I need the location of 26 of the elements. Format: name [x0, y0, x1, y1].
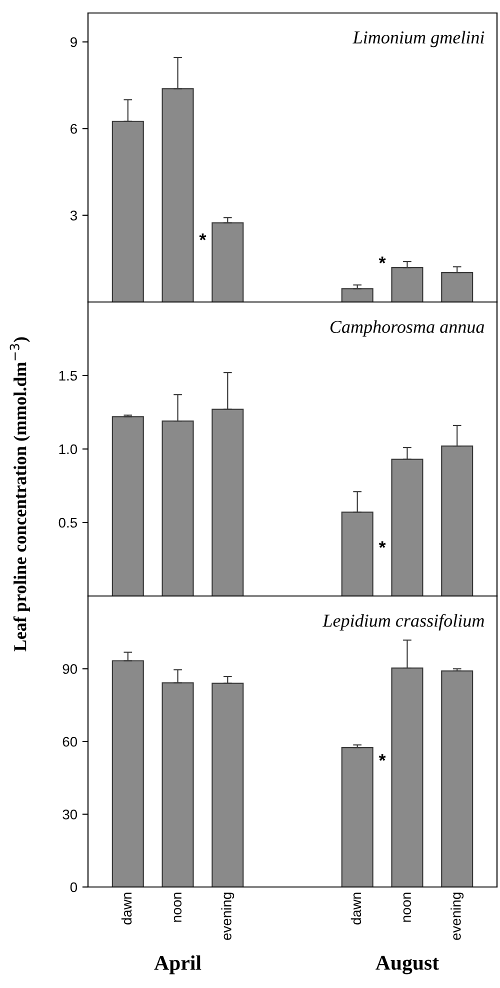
y-tick-label: 30 [62, 810, 78, 820]
text: Limonium gmelini [352, 30, 484, 48]
x-tick-label: evening [221, 892, 234, 940]
x-tick-label: dawn [350, 892, 362, 924]
y-tick-label: 0.5 [58, 518, 78, 528]
y-tick-label: 90 [62, 664, 78, 674]
annotation: * [378, 754, 386, 761]
x-tick-label: noon [403, 892, 411, 922]
text: Lepidium crassifolium [322, 614, 484, 630]
text: August [376, 956, 439, 974]
x-tick-label: noon [174, 892, 182, 922]
x-tick-label: dawn [121, 892, 132, 924]
y-tick-label: 1.0 [59, 444, 78, 454]
text: Camphorosma annua [330, 320, 484, 337]
annotation: * [378, 256, 386, 264]
y-tick-label: 9 [70, 37, 77, 48]
annotation: * [199, 234, 206, 240]
annotation: * [378, 541, 386, 548]
x-tick-label: evening [450, 892, 464, 940]
text: April [154, 955, 202, 974]
y-axis-title: Leaf proline concentration (mmol.dm$^{−3}$) [10, 337, 30, 652]
y-tick-label: 1.5 [59, 370, 78, 381]
y-tick-label: 0 [70, 882, 78, 892]
y-tick-label: 60 [62, 736, 78, 747]
y-tick-label: 6 [70, 124, 77, 134]
y-tick-label: 3 [70, 210, 77, 220]
